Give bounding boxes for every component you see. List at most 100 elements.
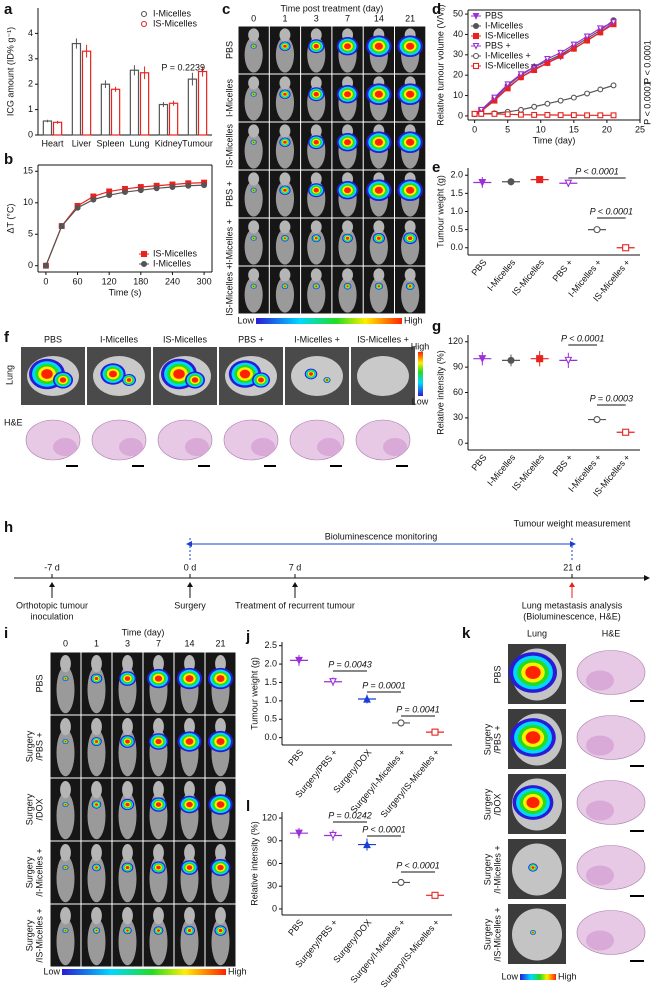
mouse [244,36,263,73]
legend-label: IS-Micelles [153,18,198,28]
mouse-head [404,220,416,234]
point [570,41,578,49]
mean-marker [536,355,544,363]
mouse-head [215,906,226,925]
mouse [87,918,106,966]
mouse-head [60,906,71,925]
y-tick-label: 1.0 [264,695,277,705]
he-section [119,438,143,456]
mouse-head [184,654,195,673]
event-label: inoculation [30,611,73,621]
he-section [185,438,209,456]
signal [217,864,224,871]
arrow-head [292,582,298,587]
signal [218,928,223,933]
signal [283,188,287,192]
mean-marker [478,355,487,363]
signal [406,138,415,146]
signal [283,285,286,288]
point [122,189,128,196]
mouse-head [91,843,102,862]
point [610,112,617,119]
signal [258,377,264,383]
mouse-head [248,172,260,186]
point [491,110,498,117]
mouse [180,918,199,966]
signal [252,189,255,192]
point [557,112,564,119]
y-axis-label: Relative intensity (%) [435,350,445,435]
mouse [401,276,420,313]
column-label: 21 [215,638,225,648]
event-label: Orthotopic tumour [16,600,88,610]
mouse [244,180,263,217]
annotation: P < 0.0001 [590,206,633,216]
mouse [211,918,230,966]
column-label: H&E [602,628,621,638]
panel-label: c [222,1,230,18]
y-tick-label: 5 [28,229,33,239]
mouse [149,918,168,966]
signal [526,796,540,809]
signal [374,138,383,146]
column-label: 1 [282,13,287,23]
mean-marker [363,694,371,703]
point [491,94,498,102]
column-label: 0 [63,638,68,648]
signal [408,285,412,288]
column-label: PBS + [238,334,264,344]
y-tick-label: 30 [453,412,463,422]
bar [71,42,82,136]
legend-marker [140,250,148,258]
y-axis-label: ICG amount (ID% g⁻¹) [5,27,15,116]
signal [64,803,67,806]
mouse [244,132,263,169]
mean-marker [622,428,630,436]
column-label: 3 [314,13,319,23]
event-label: (Bioluminescence, H&E) [523,611,621,621]
y-tick-label: 0 [272,903,277,913]
y-tick-label: 60 [453,387,463,397]
mouse-head [248,76,260,90]
y-axis-label: Relative tumour volume (V/V₀) [435,4,445,125]
x-tick-label: PBS [469,452,488,472]
x-tick-label: 0 [472,124,477,134]
signal [126,929,129,932]
point [557,49,564,57]
signal [185,738,194,745]
timeline-mark: 0 d [184,562,197,572]
point [570,112,577,119]
x-axis-label: Time (s) [109,287,142,297]
x-tick-label: PBS [286,917,305,937]
signal [346,285,349,288]
row-label: Surgery [482,918,492,950]
mouse-head [153,843,164,862]
mouse-head [122,654,133,673]
mouse-head [279,268,291,282]
signal [531,866,535,869]
y-tick-label: 30 [453,49,463,59]
annotation: P = 0.0242 [328,810,371,820]
row-label: Surgery [24,919,34,951]
panel-title: Time post treatment (day) [281,3,384,13]
row-label: Surgery [24,793,34,825]
annotation: P = 0.0043 [328,659,371,669]
panel-label: b [4,151,13,168]
row-label: IS-Micelles + [224,264,234,316]
panel-label: j [245,628,250,645]
x-tick-label: PBS + [550,452,574,478]
mouse-head [60,780,71,799]
panel-title: Time (day) [122,627,165,637]
signal [216,675,225,682]
span-label: Bioluminescence monitoring [325,531,438,541]
arrow-head [187,582,193,587]
y-tick-label: 50 [453,8,463,18]
mean-marker [295,656,303,665]
x-tick-label: PBS + [550,257,574,283]
row-label: PBS + [224,181,234,207]
row-label: /DOX [34,798,44,820]
legend-marker [472,42,480,50]
arrow-head [570,541,576,547]
mean-marker [536,176,544,184]
legend-label: IS-Micelles + [485,60,537,70]
